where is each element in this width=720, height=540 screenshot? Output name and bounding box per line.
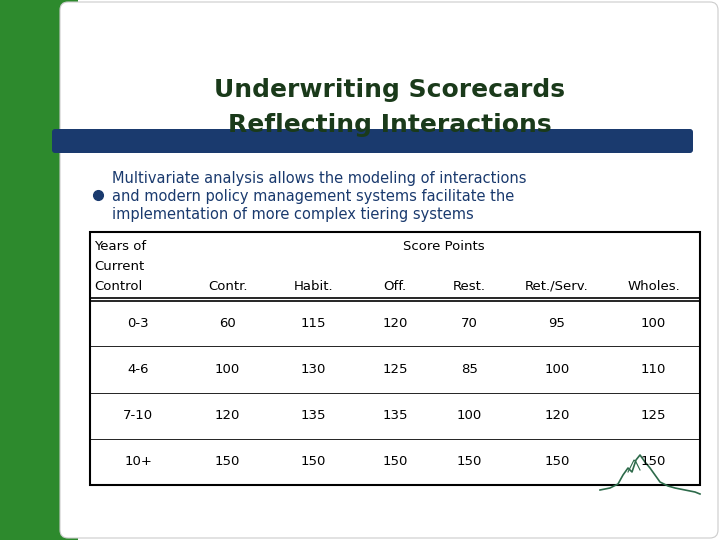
Text: 125: 125: [382, 363, 408, 376]
Text: Contr.: Contr.: [208, 280, 248, 293]
Text: 120: 120: [382, 316, 408, 329]
Text: 120: 120: [544, 409, 570, 422]
Text: 100: 100: [215, 363, 240, 376]
Text: 130: 130: [300, 363, 326, 376]
Text: 60: 60: [220, 316, 236, 329]
Text: Ret./Serv.: Ret./Serv.: [525, 280, 589, 293]
Text: 150: 150: [641, 455, 666, 468]
Text: 100: 100: [641, 316, 666, 329]
Bar: [90, 232, 700, 485]
Text: Years of: Years of: [94, 240, 146, 253]
Text: 100: 100: [456, 409, 482, 422]
Text: 150: 150: [215, 455, 240, 468]
Text: 0-3: 0-3: [127, 316, 149, 329]
Bar: [0, 0, 78, 540]
Text: 120: 120: [215, 409, 240, 422]
FancyBboxPatch shape: [52, 129, 693, 153]
Text: 125: 125: [641, 409, 666, 422]
Text: Control: Control: [94, 280, 143, 293]
Text: Habit.: Habit.: [293, 280, 333, 293]
Text: 70: 70: [461, 316, 478, 329]
Text: Current: Current: [94, 260, 144, 273]
Text: 7-10: 7-10: [123, 409, 153, 422]
Text: 150: 150: [382, 455, 408, 468]
Text: 4-6: 4-6: [127, 363, 149, 376]
Text: Reflecting Interactions: Reflecting Interactions: [228, 113, 552, 137]
Text: 115: 115: [300, 316, 326, 329]
Text: 135: 135: [300, 409, 326, 422]
Text: and modern policy management systems facilitate the: and modern policy management systems fac…: [112, 188, 514, 204]
Text: Score Points: Score Points: [402, 240, 484, 253]
Text: Rest.: Rest.: [453, 280, 486, 293]
Text: 110: 110: [641, 363, 666, 376]
Text: 150: 150: [456, 455, 482, 468]
Text: 85: 85: [461, 363, 478, 376]
FancyBboxPatch shape: [60, 2, 718, 538]
Text: 95: 95: [549, 316, 565, 329]
Text: 150: 150: [544, 455, 570, 468]
Text: Off.: Off.: [384, 280, 407, 293]
Text: 100: 100: [544, 363, 570, 376]
Text: 135: 135: [382, 409, 408, 422]
Text: 10+: 10+: [125, 455, 153, 468]
Text: 150: 150: [300, 455, 326, 468]
Text: Multivariate analysis allows the modeling of interactions: Multivariate analysis allows the modelin…: [112, 171, 526, 186]
Text: implementation of more complex tiering systems: implementation of more complex tiering s…: [112, 206, 474, 221]
Text: Underwriting Scorecards: Underwriting Scorecards: [215, 78, 565, 102]
Text: Wholes.: Wholes.: [627, 280, 680, 293]
